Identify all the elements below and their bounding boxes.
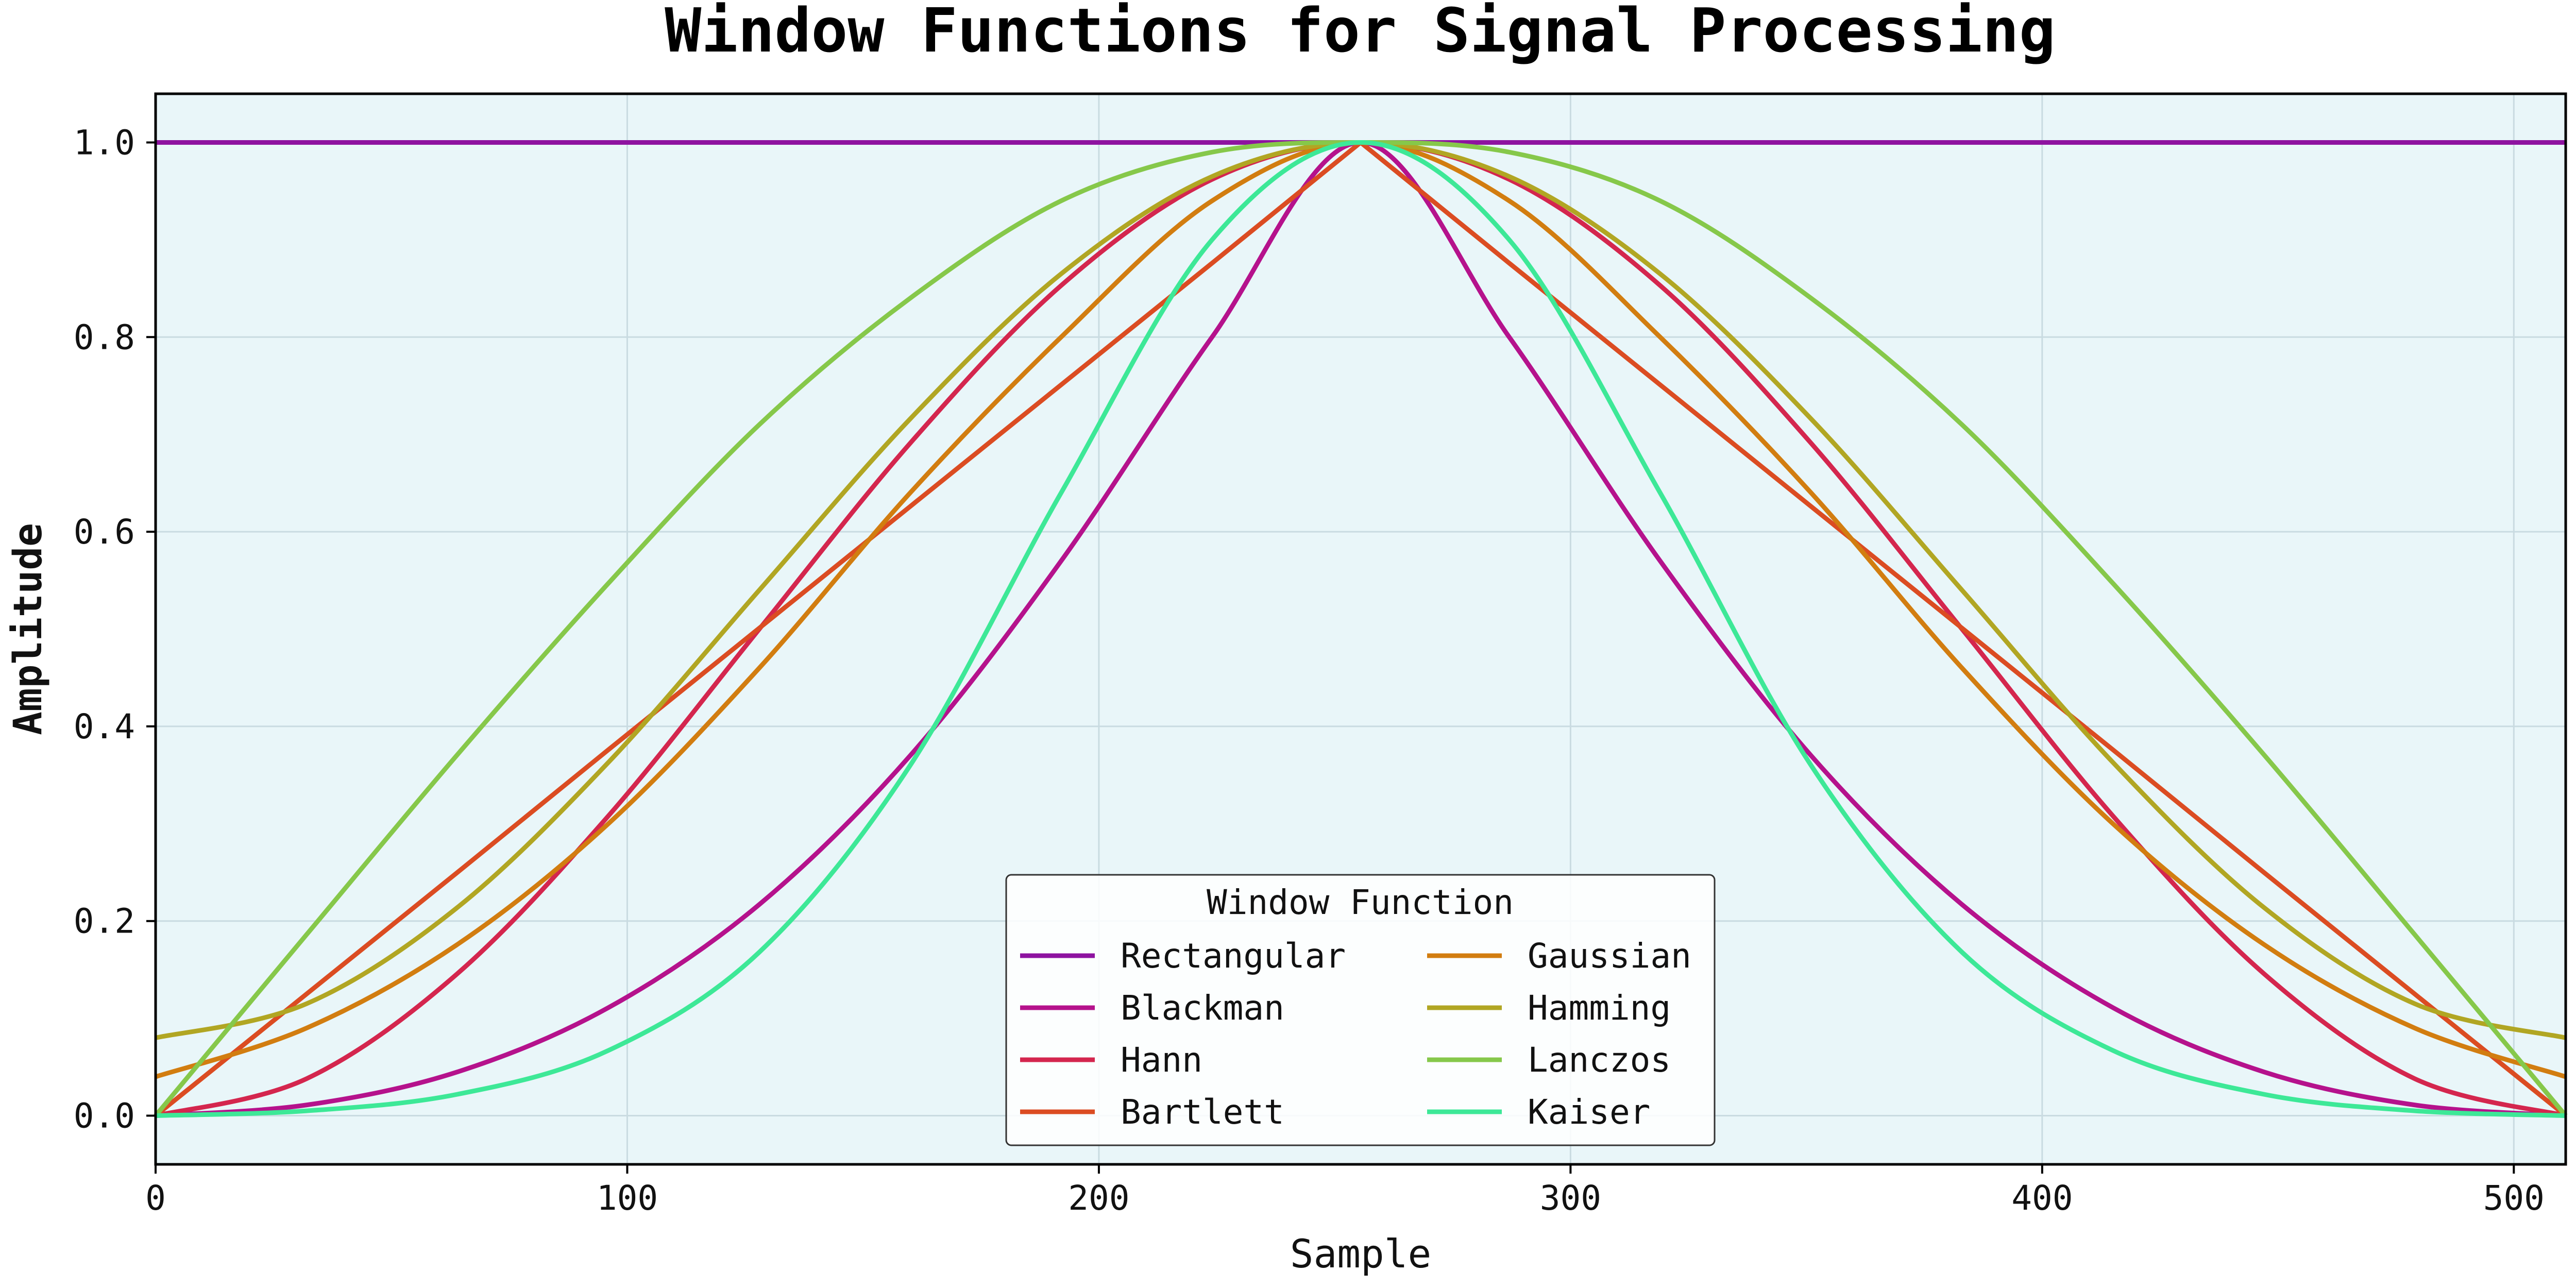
legend-item-kaiser: Kaiser [1427, 1092, 1650, 1132]
plot-frame [154, 92, 2567, 1166]
grid [155, 94, 2566, 1164]
legend-label: Hann [1121, 1040, 1202, 1080]
y-tick-label: 0.0 [74, 1096, 135, 1136]
y-axis: 0.0 0.2 0.4 0.6 0.8 1.0 [74, 123, 156, 1136]
x-tick-label: 0 [145, 1178, 166, 1218]
x-tick-label: 200 [1068, 1178, 1129, 1218]
legend-label: Hamming [1528, 988, 1671, 1028]
series-line-kaiser [155, 140, 2566, 1118]
legend-item-hann: Hann [1020, 1040, 1202, 1080]
legend-item-lanczos: Lanczos [1427, 1040, 1671, 1080]
y-tick-label: 0.4 [74, 707, 135, 747]
legend-item-gaussian: Gaussian [1427, 936, 1691, 976]
x-tick-label: 400 [2011, 1178, 2073, 1218]
legend-title: Window Function [1207, 883, 1514, 922]
legend-label: Gaussian [1528, 936, 1691, 976]
legend-item-hamming: Hamming [1427, 988, 1671, 1028]
series-layer [154, 140, 2568, 1118]
y-tick-label: 0.8 [74, 317, 135, 357]
x-tick-label: 300 [1540, 1178, 1601, 1218]
x-tick-label: 100 [597, 1178, 658, 1218]
legend-label: Rectangular [1121, 936, 1346, 976]
y-tick-label: 0.6 [74, 512, 135, 552]
legend-label: Bartlett [1121, 1092, 1284, 1132]
x-tick-label: 500 [2483, 1178, 2545, 1218]
x-axis: 0 100 200 300 400 500 [145, 1164, 2545, 1218]
y-tick-label: 1.0 [74, 123, 135, 162]
y-axis-label: Amplitude [5, 523, 50, 735]
y-tick-label: 0.2 [74, 902, 135, 941]
legend-label: Kaiser [1528, 1092, 1650, 1132]
legend: Window Function Rectangular Blackman Hann B… [1005, 874, 1716, 1146]
legend-label: Blackman [1121, 988, 1284, 1028]
chart-title: Window Functions for Signal Processing [665, 0, 2056, 66]
legend-item-rectangular: Rectangular [1020, 936, 1346, 976]
legend-box [1005, 874, 1716, 1146]
legend-item-blackman: Blackman [1020, 988, 1284, 1028]
legend-label: Lanczos [1528, 1040, 1671, 1080]
legend-item-bartlett: Bartlett [1020, 1092, 1284, 1132]
x-axis-label: Sample [1290, 1231, 1432, 1277]
